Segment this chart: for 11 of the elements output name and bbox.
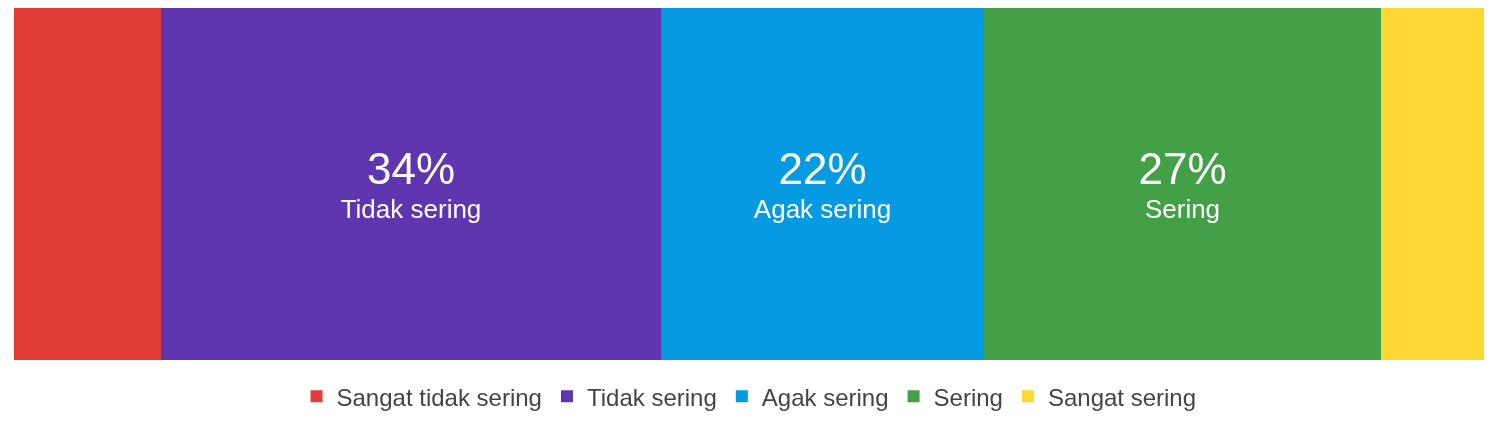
text: Agak sering [753,193,892,224]
legend-label: Tidak sering [586,383,717,411]
legend-label: Sangat sering [1047,383,1197,411]
legend-label: Sangat tidak sering [336,383,542,411]
data-label: 22% [778,144,867,194]
legend-label: Agak sering [761,383,889,411]
text: Sering [1144,193,1221,224]
legend-label: Sering [933,383,1003,411]
data-label: 27% [1138,144,1227,194]
data-label: 34% [366,144,456,194]
text: Tidak sering [340,193,482,224]
